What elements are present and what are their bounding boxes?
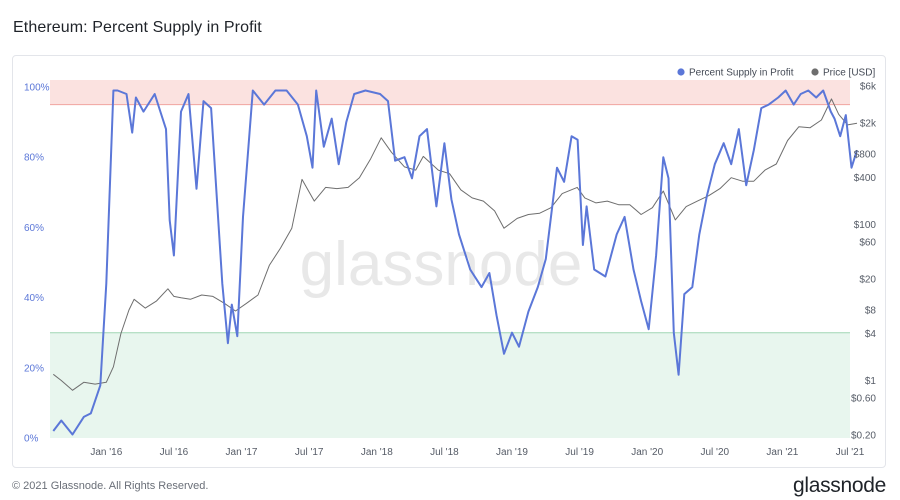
y-right-tick-label: $4 <box>865 329 877 340</box>
y-right-tick-label: $6k <box>860 82 877 93</box>
x-tick-label: Jan '16 <box>90 447 122 458</box>
x-tick-label: Jan '18 <box>361 447 393 458</box>
y-left-tick-label: 100% <box>24 83 50 94</box>
legend-supply-label[interactable]: Percent Supply in Profit <box>689 68 794 79</box>
y-right-tick-label: $0.60 <box>851 393 876 404</box>
x-tick-label: Jan '20 <box>631 447 663 458</box>
legend-price-swatch <box>811 68 819 76</box>
percent-supply-line <box>52 89 858 436</box>
x-tick-label: Jul '20 <box>701 447 730 458</box>
x-tick-label: Jul '16 <box>160 447 189 458</box>
legend-supply-swatch <box>677 68 685 76</box>
y-left-tick-label: 20% <box>24 363 44 374</box>
y-right-tick-label: $1 <box>865 376 877 387</box>
legend-price-label[interactable]: Price [USD] <box>823 68 875 79</box>
y-left-tick-label: 0% <box>24 434 39 445</box>
x-tick-label: Jul '21 <box>836 447 865 458</box>
price-line <box>52 98 858 391</box>
y-left-tick-label: 80% <box>24 153 44 164</box>
watermark: glassnode <box>300 230 583 299</box>
overbought-zone <box>50 80 850 105</box>
x-tick-label: Jul '19 <box>565 447 594 458</box>
y-right-tick-label: $0.20 <box>851 431 876 442</box>
y-right-tick-label: $800 <box>854 150 877 161</box>
y-left-tick-label: 60% <box>24 223 44 234</box>
y-right-tick-label: $20 <box>859 275 876 286</box>
chart-frame <box>12 55 886 468</box>
x-tick-label: Jan '17 <box>226 447 258 458</box>
y-right-tick-label: $8 <box>865 306 877 317</box>
y-right-tick-label: $60 <box>859 237 876 248</box>
copyright-text: © 2021 Glassnode. All Rights Reserved. <box>12 480 209 492</box>
y-right-tick-label: $100 <box>854 220 877 231</box>
y-left-tick-label: 40% <box>24 293 44 304</box>
x-tick-label: Jul '18 <box>430 447 459 458</box>
x-tick-label: Jul '17 <box>295 447 324 458</box>
brand-logo: glassnode <box>792 474 886 497</box>
x-tick-label: Jan '21 <box>766 447 798 458</box>
oversold-zone <box>50 332 850 438</box>
page-title: Ethereum: Percent Supply in Profit <box>13 19 262 36</box>
y-right-tick-label: $400 <box>854 173 877 184</box>
x-tick-label: Jan '19 <box>496 447 528 458</box>
y-right-tick-label: $2k <box>860 119 877 130</box>
